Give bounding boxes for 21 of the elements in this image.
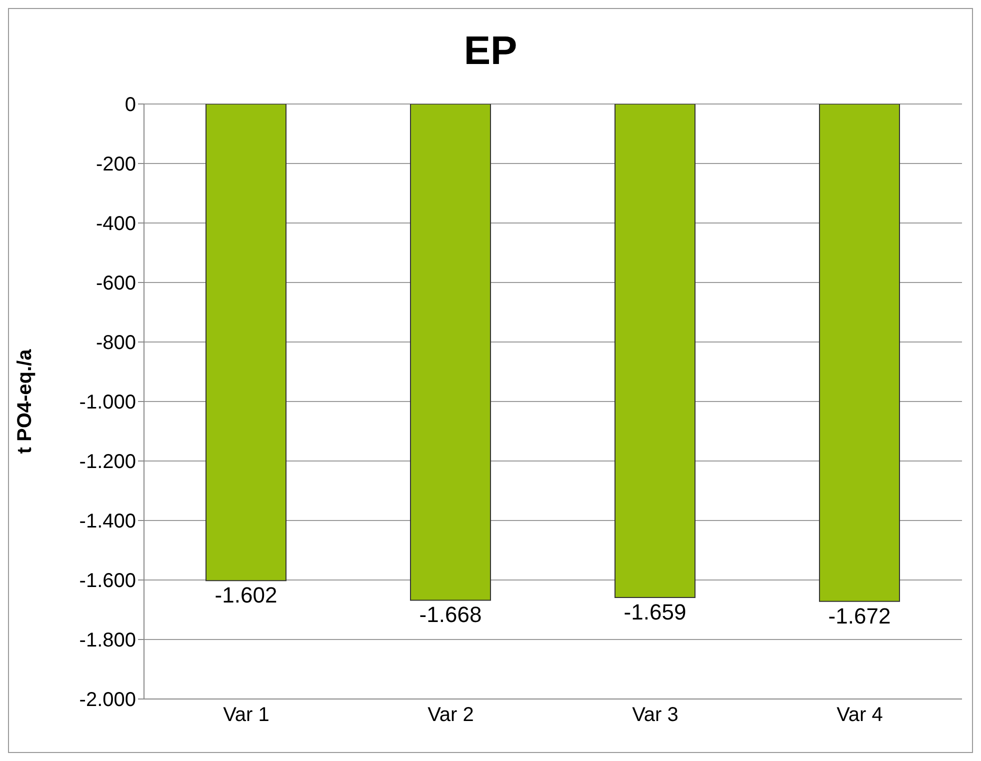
y-tick-label: -1.800 <box>79 630 136 652</box>
y-tick-label: -1.000 <box>79 392 136 414</box>
y-tick-label: -400 <box>96 213 136 236</box>
x-tick-label: Var 1 <box>223 704 270 726</box>
data-label: -1.602 <box>214 582 278 608</box>
x-tick-label: Var 4 <box>836 704 883 726</box>
x-tick-label: Var 3 <box>632 704 678 726</box>
y-tick-label: -800 <box>96 332 136 354</box>
data-label: -1.668 <box>419 602 482 628</box>
y-tick-label: -200 <box>96 154 136 176</box>
data-label: -1.659 <box>624 600 686 625</box>
y-tick-label: -1.600 <box>79 570 136 592</box>
y-tick-label: 0 <box>124 94 136 116</box>
chart-title: EP <box>462 29 518 75</box>
y-tick-label: -2.000 <box>79 689 136 712</box>
y-tick-label: -600 <box>96 272 136 295</box>
y-axis-title: t PO4-eq./a <box>14 348 36 454</box>
y-tick-label: -1.400 <box>79 510 136 533</box>
data-label: -1.672 <box>828 603 891 628</box>
x-tick-label: Var 2 <box>428 704 474 726</box>
y-tick-label: -1.200 <box>79 451 136 474</box>
